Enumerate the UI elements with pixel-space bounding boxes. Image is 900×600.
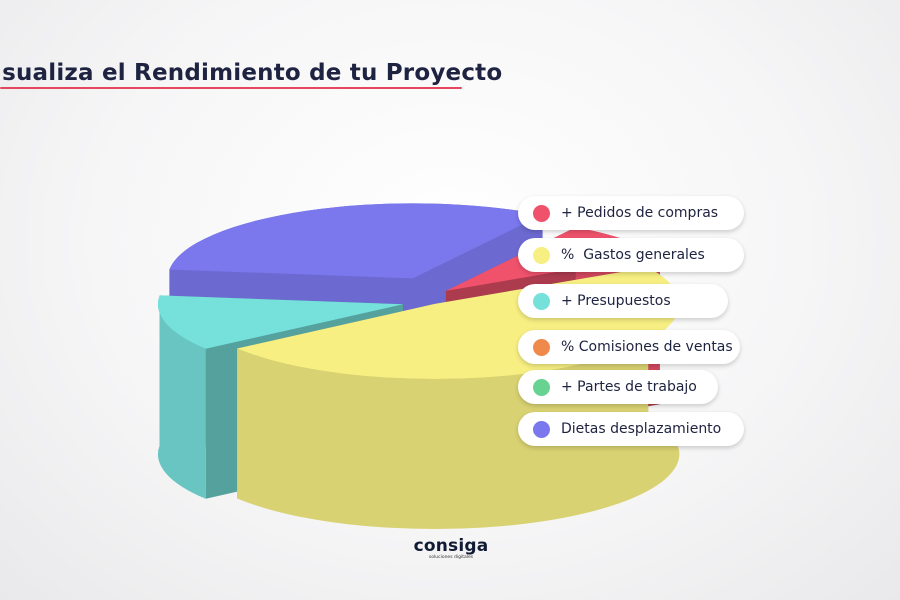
slice-1-side <box>237 267 680 530</box>
legend-label: + Pedidos de compras <box>561 205 719 221</box>
legend-dot-comisiones <box>533 338 550 356</box>
slice-2-side <box>157 295 206 499</box>
slice-5-top <box>169 203 543 279</box>
legend-item-presupuestos[interactable]: + Presupuestos <box>518 284 728 318</box>
legend-dot-gastos <box>533 246 550 264</box>
slice-2-top <box>157 295 403 349</box>
legend-dot-dietas <box>533 420 550 438</box>
legend-item-gastos[interactable]: % Gastos generales <box>518 238 744 272</box>
legend-dot-partes <box>533 378 550 396</box>
consiga-logo: consiga soluciones digitales <box>413 537 489 561</box>
legend-label: + Presupuestos <box>561 293 671 309</box>
legend-dot-presupuestos <box>533 292 550 310</box>
legend-label: % Comisiones de ventas <box>561 339 733 355</box>
legend-label: % Gastos generales <box>561 247 705 263</box>
page-title: isualiza el Rendimiento de tu Proyecto <box>0 60 503 86</box>
title-underline <box>0 87 462 89</box>
legend-label: + Partes de trabajo <box>561 379 697 395</box>
legend-item-dietas[interactable]: Dietas desplazamiento <box>518 412 744 446</box>
legend-label: Dietas desplazamiento <box>561 421 722 437</box>
legend-item-comisiones[interactable]: % Comisiones de ventas <box>518 330 740 364</box>
legend-dot-pedidos <box>533 204 550 222</box>
logo-wordmark: consiga <box>413 536 489 556</box>
legend-item-partes[interactable]: + Partes de trabajo <box>518 370 718 404</box>
legend-item-pedidos[interactable]: + Pedidos de compras <box>518 196 744 230</box>
logo-tagline: soluciones digitales <box>428 555 474 560</box>
